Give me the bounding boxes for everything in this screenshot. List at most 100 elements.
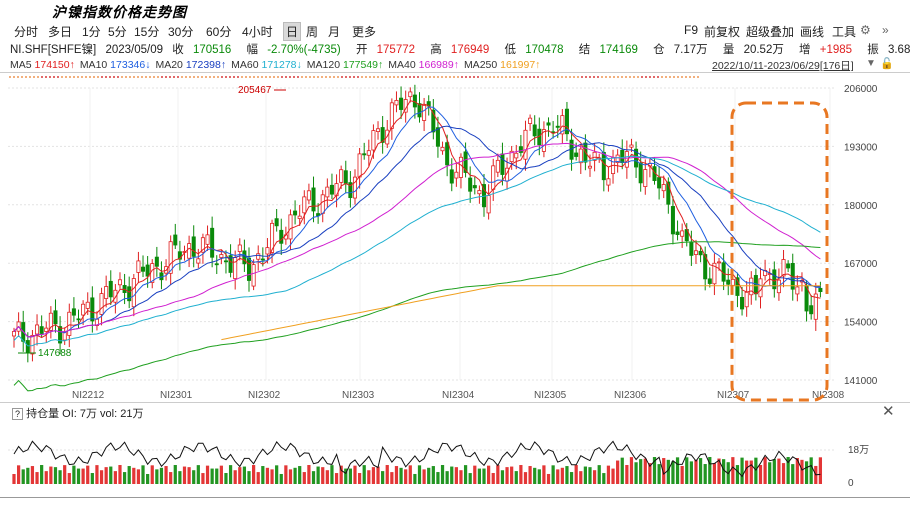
volume-bar [247,471,251,484]
marker-dot [253,76,255,78]
volume-bar [330,465,334,484]
candle-body [454,171,459,179]
candle-body [712,262,717,285]
marker-dot [321,76,323,78]
period-tab-11[interactable]: 更多 [352,25,377,39]
marker-dot [689,76,691,78]
period-tab-5[interactable]: 30分 [168,25,194,39]
volume-bar [265,467,270,484]
volume-bar [90,473,94,484]
ma-legend-ma250[interactable]: MA250 161997↑ [463,59,541,71]
volume-bar [786,457,790,484]
period-tab-9[interactable]: 周 [306,25,319,39]
candle-body [325,186,330,198]
tool-1[interactable]: 前复权 [704,25,741,39]
period-tab-3[interactable]: 5分 [108,25,127,39]
candlestick-chart[interactable]: 206000 193000 180000 167000 154000 141000 NI22… [0,73,910,403]
volume-bar [113,471,117,484]
marker-dot [669,76,671,78]
volume-bar [800,459,804,484]
marker-dot [177,76,179,78]
period-tab-6[interactable]: 60分 [206,25,232,39]
ma-legend-ma20[interactable]: MA20 172398↑ [155,59,227,71]
candle-body [343,170,348,184]
tool-0[interactable]: F9 [684,23,699,37]
candle-body [532,124,537,137]
volume-bar [367,470,371,484]
volume-bar [173,465,177,484]
marker-dot [617,76,619,78]
period-tab-1[interactable]: 多日 [48,25,73,39]
marker-dot [301,76,303,78]
price-axis-label: 154000 [844,318,878,329]
marker-dot [585,76,587,78]
candle-body [196,258,201,264]
help-icon[interactable]: ? [12,408,24,420]
ma-legend-ma60[interactable]: MA60 171278↓ [231,59,302,71]
candle-body [81,303,86,316]
tool-4[interactable]: 工具 [832,25,857,39]
tool-2[interactable]: 超级叠加 [746,25,795,39]
candle-body [495,159,500,173]
marker-dot [73,76,75,78]
marker-dot [357,76,359,78]
period-tab-4[interactable]: 15分 [134,25,160,39]
volume-bar [325,470,329,484]
candle-body [486,195,491,214]
volume-bar [735,465,740,484]
volume-bar [224,473,228,484]
candle-body [435,127,440,147]
candle-body [666,181,671,205]
lock-icon[interactable]: 🔓 [880,58,894,70]
price-axis-label: 193000 [844,142,878,153]
period-tab-8[interactable]: 日 [283,22,302,41]
marker-dot [285,76,287,78]
marker-dot [21,76,23,78]
marker-dot [117,76,119,78]
ma-legend-ma120[interactable]: MA120 177549↑ [306,59,384,71]
tool-3[interactable]: 画线 [800,25,825,39]
oi-increase: 增 +1985 [799,44,853,56]
period-tab-7[interactable]: 4小时 [242,25,273,39]
volume-bar [205,465,210,484]
marker-dot [537,76,539,78]
marker-dot [229,76,231,78]
symbol-label[interactable]: NI.SHF[SHFE镍] [10,44,97,56]
volume-bar [625,464,629,484]
marker-dot [125,76,127,78]
period-tab-0[interactable]: 分时 [14,25,39,39]
marker-dot [201,76,203,78]
marker-dot [509,76,511,78]
volume-bar [639,459,643,484]
volume-bar [53,467,58,484]
volume-bar [252,465,256,484]
candle-body [514,152,519,159]
marker-dot [393,76,395,78]
candle-body [187,243,192,259]
candle-body [463,151,468,173]
expand-icon[interactable]: » [882,23,889,37]
volume-bar [270,469,274,484]
marker-dot [277,76,279,78]
volume-bar [12,474,16,484]
period-tab-10[interactable]: 月 [328,25,341,39]
date-range-selector[interactable]: 2022/10/11-2023/06/29[176日] [712,60,854,72]
volume-bar [86,465,90,484]
volume-bar [16,465,21,484]
candle-body [620,149,625,163]
marker-dot [153,76,155,78]
dropdown-triangle-icon[interactable]: ▼ [866,58,876,69]
volume-bar [334,473,339,484]
settings-icon[interactable]: ⚙ [860,23,871,37]
ma-legend-ma10[interactable]: MA10 173346↓ [79,59,151,71]
period-tab-2[interactable]: 1分 [82,25,101,39]
ma-legend-ma5[interactable]: MA5 174150↑ [10,59,75,71]
close-icon[interactable]: ✕ [882,403,895,420]
x-axis-label: NI2306 [614,390,647,401]
volume-bar [708,457,712,484]
volume-bar [394,466,399,484]
volume-bar [731,457,735,484]
ma-legend-ma40[interactable]: MA40 166989↑ [388,59,459,71]
marker-dot [449,76,451,78]
marker-dot [477,76,479,78]
